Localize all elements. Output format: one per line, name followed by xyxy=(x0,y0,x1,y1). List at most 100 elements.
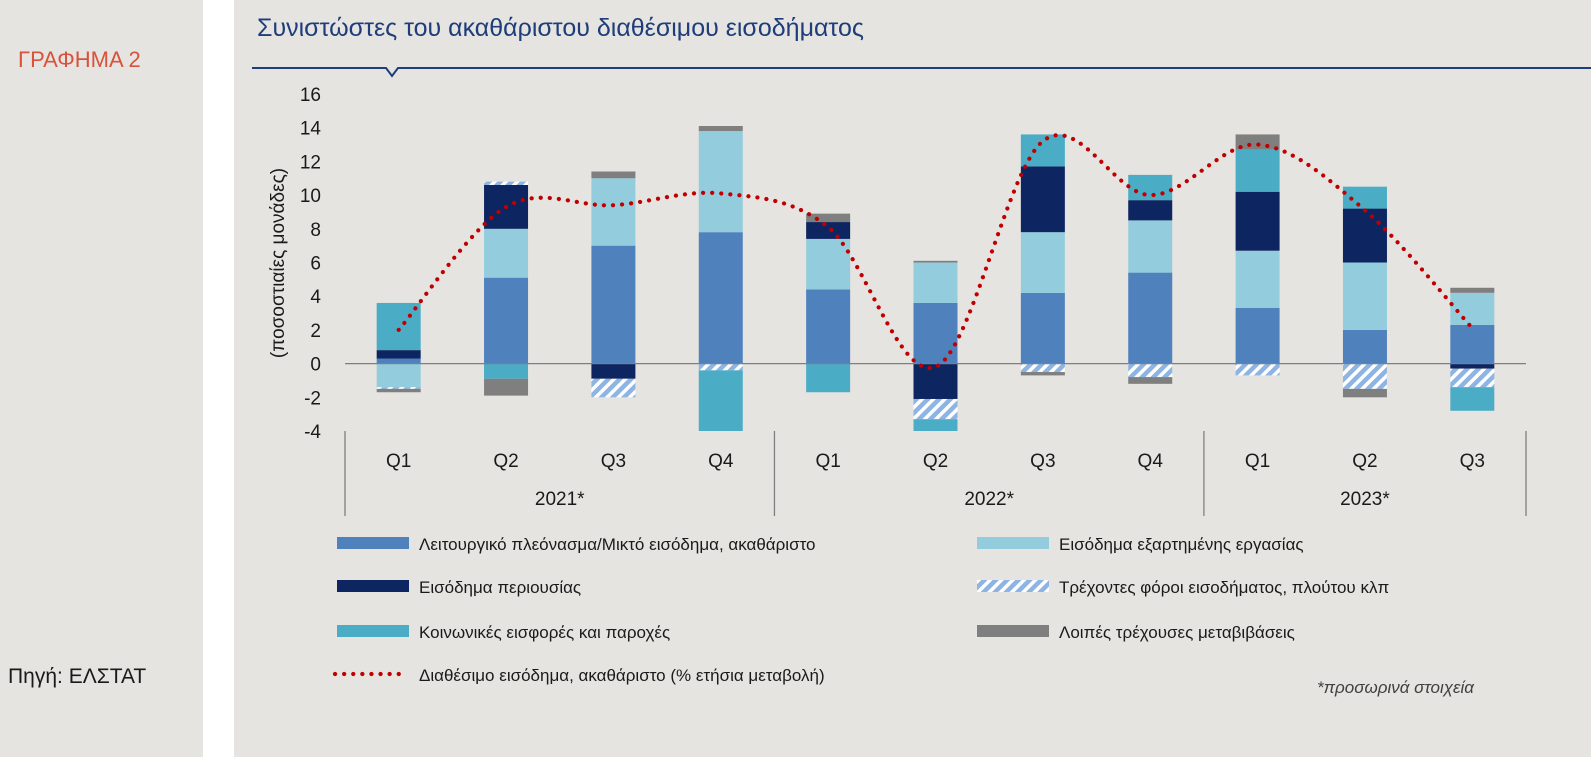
bar-segment-operating_surplus xyxy=(1020,292,1065,364)
legend-label: Λοιπές τρέχουσες μεταβιβάσεις xyxy=(1059,623,1295,642)
bar-segment-compensation xyxy=(1450,292,1495,325)
bar-segment-compensation xyxy=(913,262,958,303)
x-tick-label: Q3 xyxy=(601,451,626,472)
x-tick-label: Q1 xyxy=(1245,451,1270,472)
bar-segment-taxes xyxy=(698,363,743,371)
bar-segment-operating_surplus xyxy=(1450,324,1495,364)
y-tick-label: 2 xyxy=(310,321,321,342)
y-tick-label: 4 xyxy=(310,287,321,308)
bar-segment-taxes xyxy=(1020,363,1065,373)
bar-segment-compensation xyxy=(1235,250,1280,308)
source-note: Πηγή: ΕΛΣΤΑΤ xyxy=(8,665,147,688)
bar-segment-property_income xyxy=(913,363,958,399)
bar-segment-operating_surplus xyxy=(698,232,743,364)
bar-segment-social xyxy=(913,419,958,431)
legend-swatch-compensation xyxy=(977,537,1049,549)
x-tick-label: Q3 xyxy=(1030,451,1055,472)
bar-segment-property_income xyxy=(806,222,851,239)
legend-swatch-social xyxy=(337,625,409,637)
x-tick-label: Q3 xyxy=(1460,451,1485,472)
legend: Λειτουργικό πλεόνασμα/Μικτό εισόδημα, ακ… xyxy=(332,535,1389,685)
bar-segment-social xyxy=(1342,186,1387,209)
bar-segment-taxes xyxy=(1342,363,1387,389)
legend-label: Κοινωνικές εισφορές και παροχές xyxy=(419,623,670,642)
y-tick-label: -4 xyxy=(304,422,321,443)
bar-segment-compensation xyxy=(1020,232,1065,293)
bar-segment-taxes xyxy=(1235,363,1280,376)
y-tick-label: 16 xyxy=(300,85,321,106)
bar-segment-operating_surplus xyxy=(1128,272,1173,364)
bar-segment-social xyxy=(1020,134,1065,167)
provisional-note: *προσωρινά στοιχεία xyxy=(1317,678,1475,697)
x-tick-label: Q2 xyxy=(923,451,948,472)
disposable-income-line xyxy=(396,133,1475,371)
bar-segment-property_income xyxy=(591,363,636,379)
bar-segment-operating_surplus xyxy=(806,289,851,364)
legend-swatch-taxes xyxy=(977,580,1049,592)
bar-segment-other_transfers xyxy=(591,171,636,179)
y-tick-label: 14 xyxy=(300,119,322,140)
bar-segment-other_transfers xyxy=(806,213,851,223)
bar-segment-compensation xyxy=(1342,262,1387,330)
figure-label: ΓΡΑΦΗΜΑ 2 xyxy=(18,47,141,72)
bar-segment-compensation xyxy=(806,238,851,290)
x-group-label: 2021* xyxy=(535,489,585,510)
bar-segment-taxes xyxy=(484,181,529,185)
title-underline xyxy=(252,67,1591,78)
x-group-label: 2023* xyxy=(1340,489,1390,510)
bar-segment-property_income xyxy=(1128,200,1173,221)
chart-title: Συνιστώστες του ακαθάριστου διαθέσιμου ε… xyxy=(257,14,864,42)
bar-segment-compensation xyxy=(591,178,636,246)
bar-segment-operating_surplus xyxy=(1235,307,1280,364)
bar-segment-other_transfers xyxy=(484,378,529,396)
bar-segment-social xyxy=(1128,174,1173,201)
bar-segment-other_transfers xyxy=(913,260,958,263)
bar-segment-taxes xyxy=(913,398,958,420)
bar-segment-property_income xyxy=(376,350,421,359)
bar-segment-compensation xyxy=(1128,220,1173,273)
y-axis-title: (ποσοστιαίες μονάδες) xyxy=(268,168,289,358)
bar-segment-social xyxy=(376,302,421,351)
legend-label: Εισόδημα περιουσίας xyxy=(419,578,581,597)
bar-segment-other_transfers xyxy=(698,126,743,132)
bar-segment-other_transfers xyxy=(1342,388,1387,398)
bar-segment-social xyxy=(806,363,851,393)
bar-segment-operating_surplus xyxy=(591,245,636,364)
bar-segment-taxes xyxy=(376,387,421,389)
bar-segment-property_income xyxy=(1450,363,1495,369)
legend-swatch-other_transfers xyxy=(977,625,1049,637)
bar-segment-social xyxy=(698,370,743,431)
x-tick-label: Q1 xyxy=(815,451,840,472)
bar-segment-operating_surplus xyxy=(1342,329,1387,364)
y-tick-label: 6 xyxy=(310,254,321,275)
y-axis: 16 14 12 10 8 6 4 2 0 -2 -4 (ποσοστιαίες μονάδες) xyxy=(268,85,321,443)
legend-swatch-property_income xyxy=(337,580,409,592)
y-tick-label: -2 xyxy=(304,388,321,409)
bar-segment-property_income xyxy=(1020,166,1065,233)
x-tick-label: Q4 xyxy=(708,451,734,472)
bar-segment-property_income xyxy=(1235,191,1280,251)
bar-segment-social xyxy=(1235,149,1280,192)
bar-segment-compensation xyxy=(376,363,421,388)
x-axis: 2021* 2022* 2023* Q1 Q2 Q3 Q4 Q1 Q2 Q3 Q4 Q1 Q2 Q3 xyxy=(344,431,1527,516)
bar-segment-other_transfers xyxy=(376,388,421,393)
bar-segment-property_income xyxy=(1342,208,1387,263)
x-tick-label: Q1 xyxy=(386,451,411,472)
x-tick-label: Q4 xyxy=(1138,451,1164,472)
legend-label: Λειτουργικό πλεόνασμα/Μικτό εισόδημα, ακ… xyxy=(419,535,816,554)
bar-segment-taxes xyxy=(1450,368,1495,388)
bar-segment-social xyxy=(1450,387,1495,411)
legend-swatch-operating_surplus xyxy=(337,537,409,549)
x-tick-label: Q2 xyxy=(1352,451,1377,472)
bar-segment-other_transfers xyxy=(1450,287,1495,293)
bar-segment-other_transfers xyxy=(1020,372,1065,376)
bars xyxy=(376,126,1495,431)
x-group-label: 2022* xyxy=(964,489,1014,510)
bar-segment-compensation xyxy=(698,131,743,233)
gap xyxy=(203,0,234,757)
bar-segment-taxes xyxy=(591,378,636,398)
sidebar-panel: ΓΡΑΦΗΜΑ 2 Πηγή: ΕΛΣΤΑΤ xyxy=(0,0,203,757)
bar-segment-compensation xyxy=(484,228,529,278)
y-tick-label: 10 xyxy=(300,186,321,207)
